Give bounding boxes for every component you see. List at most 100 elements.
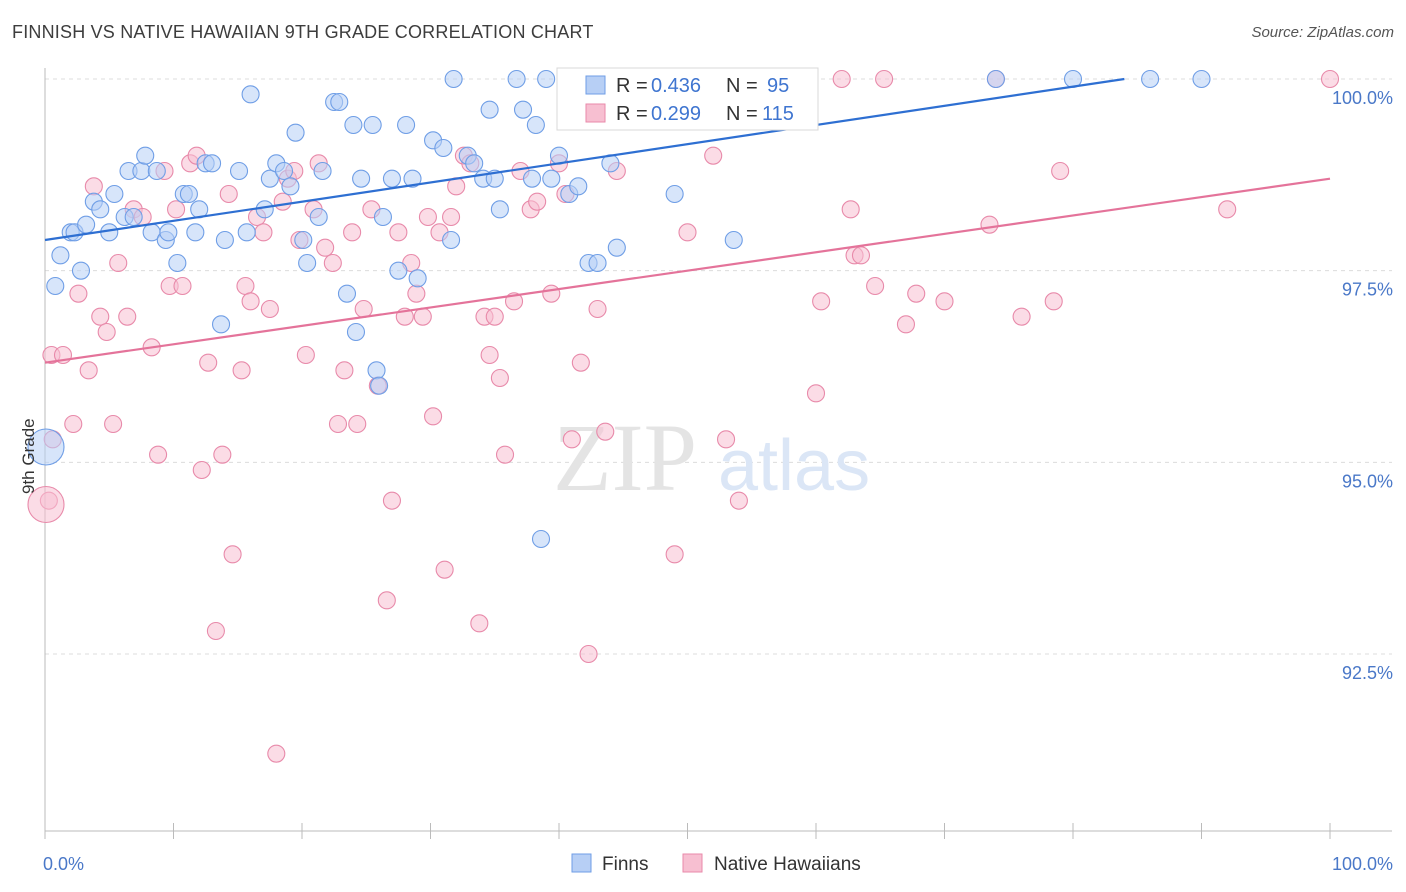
native-hawaiians-point [495, 445, 515, 464]
native-hawaiians-point [241, 292, 260, 311]
native-hawaiians-point [528, 192, 547, 211]
finns-point [522, 169, 542, 188]
finns-point [607, 238, 626, 257]
x-tick-label: 100.0% [1332, 854, 1393, 874]
y-tick-label: 100.0% [1332, 88, 1393, 108]
finns-point [286, 123, 305, 142]
native-hawaiians-point [407, 284, 426, 303]
native-hawaiians-point [219, 184, 238, 204]
finns-point [241, 85, 260, 104]
trend-lines [44, 77, 1331, 364]
native-hawaiians-point [27, 485, 65, 524]
bottom-legend: Finns Native Hawaiians [571, 853, 861, 875]
native-hawaiians-point [343, 223, 362, 242]
native-hawaiians-point [579, 644, 598, 664]
finns-point [569, 177, 588, 196]
finns-point [373, 207, 393, 227]
finns-point [159, 223, 178, 242]
native-hawaiians-point [91, 307, 110, 326]
finns-point [27, 428, 65, 466]
finns-trend-line [44, 77, 1125, 242]
bottom-legend-label-finns: Finns [602, 854, 648, 875]
native-hawaiians-point [260, 299, 279, 319]
native-hawaiians-point [267, 744, 286, 763]
finns-point [105, 184, 124, 204]
native-hawaiians-point [97, 322, 116, 342]
native-hawaiians-point [236, 276, 255, 296]
stats-r-label-native-hawaiians: R = [616, 103, 648, 125]
native-hawaiians-point [875, 69, 894, 89]
finns-point [313, 161, 332, 181]
y-tick-label: 95.0% [1342, 471, 1393, 491]
finns-point [215, 230, 234, 250]
y-tick-labels: 100.0% 97.5% 95.0% 92.5% [1332, 88, 1393, 683]
finns-point [531, 529, 551, 549]
finns-point [408, 269, 427, 288]
finns-point [513, 100, 533, 119]
finns-point [507, 69, 526, 89]
finns-point [665, 184, 684, 204]
finns-point [542, 169, 561, 188]
finns-point [363, 115, 382, 135]
x-tick-labels: 0.0% 100.0% [43, 854, 1393, 874]
stats-n-label-finns: N = [726, 75, 758, 97]
native-hawaiians-point [118, 307, 137, 326]
chart-source: Source: ZipAtlas.com [1251, 24, 1394, 41]
native-hawaiians-point [1218, 200, 1237, 219]
stats-r-label-finns: R = [616, 75, 648, 97]
native-hawaiians-point [149, 445, 168, 464]
finns-point [294, 230, 313, 250]
native-hawaiians-point [199, 353, 218, 372]
stats-r-finns: 0.436 [651, 75, 701, 97]
native-hawaiians-point [704, 146, 723, 165]
finns-point [1141, 69, 1160, 89]
bottom-legend-swatch-native-hawaiians [682, 853, 703, 873]
finns-point [46, 276, 65, 296]
stats-n-label-native-hawaiians: N = [726, 103, 758, 125]
native-hawaiians-point [562, 430, 581, 449]
native-hawaiians-point [232, 361, 251, 380]
stats-n-native-hawaiians: 115 [762, 103, 794, 125]
finns-point [367, 361, 386, 380]
finns-point [1192, 69, 1211, 89]
native-hawaiians-point [1044, 292, 1063, 311]
native-hawaiians-point [729, 491, 748, 510]
native-hawaiians-point [413, 307, 432, 326]
finns-point [986, 69, 1005, 89]
native-hawaiians-point [109, 253, 128, 273]
finns-point [434, 138, 453, 158]
native-hawaiians-point [418, 207, 437, 227]
native-hawaiians-point [470, 614, 489, 633]
watermark-atlas: atlas [718, 426, 870, 506]
y-tick-label: 97.5% [1342, 280, 1393, 300]
native-hawaiians-point [896, 315, 916, 334]
native-hawaiians-point [328, 414, 348, 434]
native-hawaiians-point [192, 460, 211, 480]
finns-point [124, 207, 143, 227]
native-hawaiians-point [1012, 307, 1031, 326]
native-hawaiians-point [485, 307, 504, 326]
native-hawaiians-point [588, 299, 607, 319]
watermark: ZIP atlas [553, 404, 870, 511]
finns-point [588, 253, 607, 273]
y-axis-label: 9th Grade [19, 418, 38, 494]
native-hawaiians-point [254, 223, 273, 242]
native-hawaiians-point [812, 292, 831, 311]
finns-point [346, 322, 366, 342]
native-hawaiians-point [678, 223, 697, 242]
native-hawaiians-point [851, 246, 871, 265]
finns-point [442, 230, 461, 250]
finns-point [537, 69, 556, 89]
finns-point [337, 284, 357, 303]
native-hawaiians-point [173, 276, 192, 296]
finns-point [136, 146, 155, 165]
finns-point [724, 230, 743, 250]
x-tick-label: 0.0% [43, 854, 84, 874]
stats-r-native-hawaiians: 0.299 [651, 103, 701, 125]
finns-point [91, 200, 110, 219]
chart-title: FINNISH VS NATIVE HAWAIIAN 9TH GRADE COR… [12, 22, 594, 42]
native-hawaiians-point [866, 276, 885, 296]
native-hawaiians-point [354, 299, 373, 319]
native-hawaiians-point [665, 545, 684, 564]
